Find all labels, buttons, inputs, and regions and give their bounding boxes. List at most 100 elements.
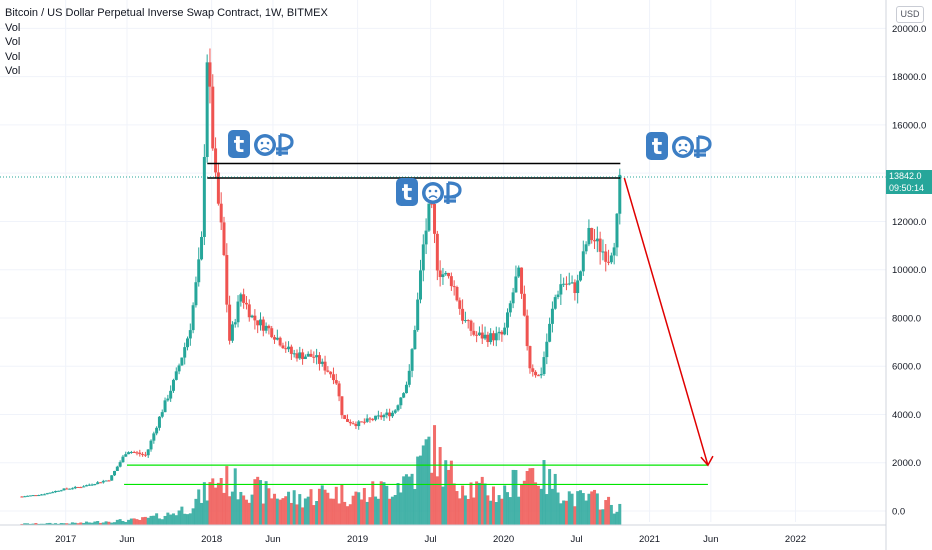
candle-body bbox=[368, 418, 372, 420]
candle-body bbox=[40, 494, 44, 496]
volume-bar bbox=[101, 522, 105, 525]
currency-badge[interactable]: USD bbox=[896, 6, 924, 23]
time-tick-label: 2022 bbox=[785, 534, 806, 545]
sad-face-inner bbox=[425, 185, 441, 201]
volume-bar bbox=[312, 505, 316, 525]
candle-body bbox=[595, 238, 599, 242]
candle-body bbox=[618, 174, 622, 214]
candle-body bbox=[127, 452, 131, 455]
projection-arrow bbox=[623, 177, 714, 467]
volume-bar bbox=[73, 522, 77, 525]
volume-bar bbox=[559, 503, 563, 525]
volume-bar bbox=[517, 496, 521, 525]
candle-body bbox=[458, 300, 462, 309]
candle-body bbox=[500, 331, 504, 335]
candle-body bbox=[135, 452, 139, 454]
volume-bar bbox=[273, 493, 277, 525]
candle-body bbox=[289, 346, 293, 354]
time-tick-label: 2021 bbox=[639, 534, 660, 545]
candle-body bbox=[475, 334, 479, 336]
volume-bar bbox=[430, 472, 434, 525]
candle-body bbox=[351, 423, 355, 425]
candle-body bbox=[84, 485, 88, 487]
price-tick-label: 18000.0 bbox=[892, 72, 926, 83]
candle-body bbox=[56, 490, 60, 492]
candle-body bbox=[138, 452, 142, 455]
volume-bar bbox=[233, 468, 237, 525]
candle-body bbox=[273, 337, 277, 340]
t-letter: t bbox=[652, 135, 663, 160]
candle-body bbox=[413, 330, 417, 350]
candle-body bbox=[418, 270, 422, 300]
candle-body bbox=[612, 247, 616, 256]
volume-bar bbox=[489, 500, 493, 525]
candle-body bbox=[463, 320, 467, 322]
candle-body bbox=[143, 454, 147, 456]
candle-body bbox=[205, 62, 209, 157]
volume-bar bbox=[31, 523, 35, 525]
candle-body bbox=[320, 361, 324, 364]
candle-body bbox=[404, 384, 408, 394]
volume-bar bbox=[90, 522, 94, 525]
volume-bar bbox=[508, 497, 512, 525]
candle-body bbox=[214, 148, 218, 173]
candle-body bbox=[385, 412, 389, 416]
sad-face-mouth bbox=[678, 149, 688, 153]
candle-body bbox=[157, 416, 161, 428]
volume-bar bbox=[110, 522, 114, 525]
candle-body bbox=[301, 352, 305, 360]
candle-body bbox=[461, 308, 465, 321]
candle-body bbox=[104, 480, 108, 482]
volume-bar bbox=[303, 498, 307, 525]
candle-body bbox=[497, 331, 501, 334]
candle-body bbox=[247, 304, 251, 318]
candle-body bbox=[253, 315, 257, 321]
chart-legend: Bitcoin / US Dollar Perpetual Inverse Sw… bbox=[5, 6, 328, 79]
candle-body bbox=[79, 487, 83, 489]
candle-body bbox=[96, 482, 100, 485]
price-tick-label: 6000.0 bbox=[892, 362, 921, 373]
volume-bar bbox=[410, 473, 414, 525]
volume-bar bbox=[461, 485, 465, 525]
candle-body bbox=[267, 325, 271, 329]
candle-body bbox=[31, 495, 35, 497]
volume-bar bbox=[20, 523, 24, 525]
volume-bar bbox=[239, 491, 243, 525]
candle-body bbox=[584, 244, 588, 252]
volume-bar bbox=[155, 513, 159, 525]
volume-bar bbox=[138, 519, 142, 525]
volume-bar bbox=[351, 495, 355, 525]
candle-body bbox=[82, 486, 86, 488]
candle-body bbox=[486, 334, 490, 343]
sad-face-eye bbox=[678, 143, 682, 147]
volume-bar bbox=[550, 488, 554, 525]
volume-bar bbox=[253, 479, 257, 525]
time-tick-label: 2018 bbox=[201, 534, 222, 545]
volume-bar bbox=[48, 522, 52, 525]
candle-body bbox=[491, 333, 495, 341]
candle-body bbox=[570, 282, 574, 284]
volume-bar bbox=[186, 514, 190, 525]
candle-body bbox=[522, 293, 526, 316]
volume-bar bbox=[84, 521, 88, 525]
candle-body bbox=[42, 494, 46, 496]
candle-body bbox=[110, 475, 114, 481]
volume-bar bbox=[480, 476, 484, 525]
candle-body bbox=[98, 482, 102, 484]
volume-bar bbox=[216, 482, 220, 525]
volume-bar bbox=[573, 506, 577, 525]
volume-bar bbox=[287, 491, 291, 525]
sad-face-inner bbox=[675, 139, 691, 155]
volume-bar bbox=[96, 520, 100, 525]
candle-body bbox=[556, 294, 560, 298]
volume-bar bbox=[214, 487, 218, 525]
candle-body bbox=[376, 415, 380, 417]
volume-bar bbox=[570, 493, 574, 525]
candle-body bbox=[374, 415, 378, 420]
volume-bar bbox=[135, 519, 139, 525]
candle-body bbox=[331, 374, 335, 381]
volume-bar bbox=[472, 497, 476, 525]
candle-body bbox=[312, 356, 316, 358]
symbol-title: Bitcoin / US Dollar Perpetual Inverse Sw… bbox=[5, 7, 328, 19]
